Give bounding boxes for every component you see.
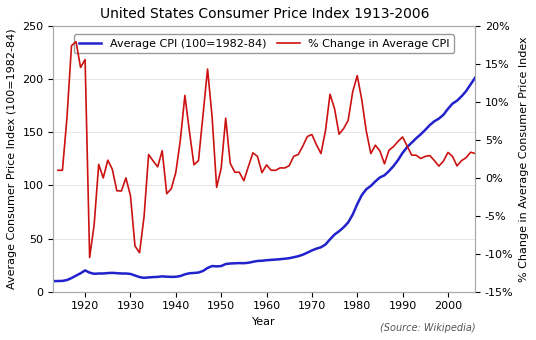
Average CPI (100=1982-84) <box>50 279 57 283</box>
Y-axis label: Average Consumer Price Index (100=1982-84): Average Consumer Price Index (100=1982-8… <box>7 29 17 289</box>
Average CPI (100=1982-84) <box>159 274 166 278</box>
Line: % Change in Average CPI: % Change in Average CPI <box>58 42 475 257</box>
Title: United States Consumer Price Index 1913-2006: United States Consumer Price Index 1913-… <box>100 7 429 21</box>
Line: Average CPI (100=1982-84): Average CPI (100=1982-84) <box>54 78 475 281</box>
% Change in Average CPI <box>304 135 310 139</box>
Text: (Source: Wikipedia): (Source: Wikipedia) <box>379 323 475 334</box>
Average CPI (100=1982-84) <box>472 75 478 80</box>
% Change in Average CPI <box>472 151 478 155</box>
% Change in Average CPI <box>159 149 166 153</box>
Legend: Average CPI (100=1982-84), % Change in Average CPI: Average CPI (100=1982-84), % Change in A… <box>74 34 455 53</box>
% Change in Average CPI <box>213 185 220 189</box>
Y-axis label: % Change in Average Consumer Price Index: % Change in Average Consumer Price Index <box>519 36 529 282</box>
X-axis label: Year: Year <box>252 317 276 327</box>
% Change in Average CPI <box>123 176 129 180</box>
Average CPI (100=1982-84) <box>123 271 129 275</box>
% Change in Average CPI <box>368 152 374 156</box>
Average CPI (100=1982-84) <box>227 261 234 266</box>
Average CPI (100=1982-84) <box>368 184 374 188</box>
% Change in Average CPI <box>227 161 234 165</box>
Average CPI (100=1982-84) <box>213 264 220 268</box>
Average CPI (100=1982-84) <box>304 251 310 255</box>
